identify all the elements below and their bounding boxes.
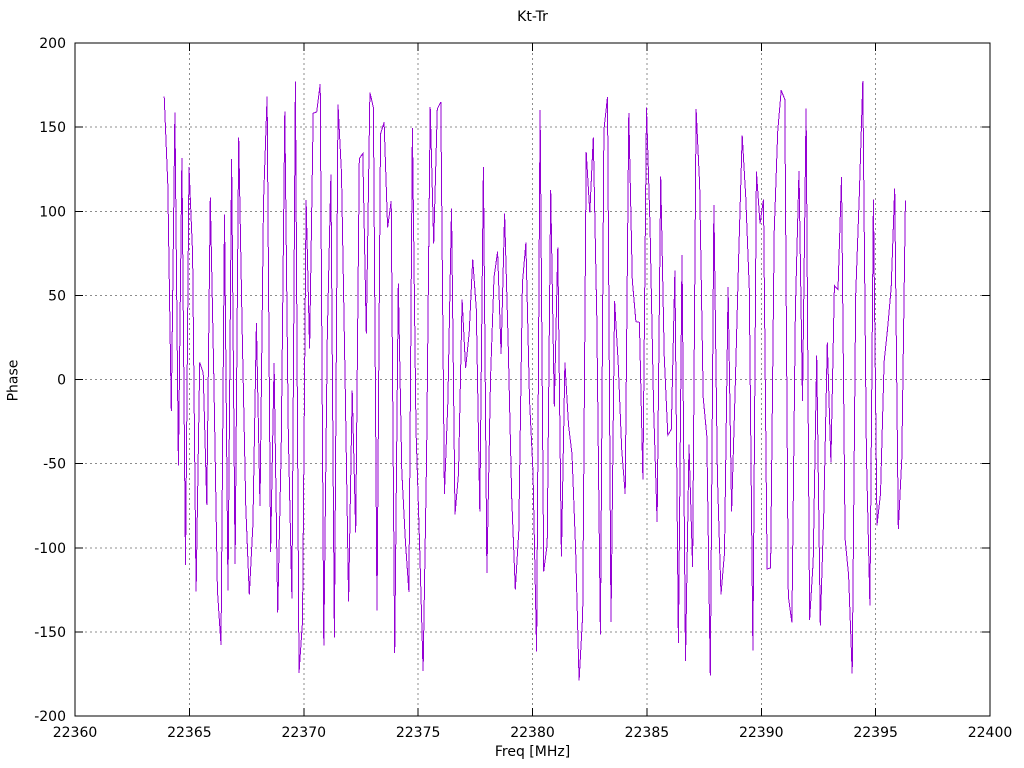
x-tick-label: 22365: [167, 725, 212, 741]
x-axis-label: Freq [MHz]: [494, 744, 571, 760]
y-tick-label: 200: [39, 36, 66, 52]
y-tick-label: -200: [34, 709, 66, 725]
x-tick-label: 22370: [281, 725, 326, 741]
x-tick-label: 22395: [853, 725, 898, 741]
x-tick-label: 22400: [968, 725, 1013, 741]
y-tick-label: -100: [34, 541, 66, 557]
y-tick-label: 100: [39, 204, 66, 220]
x-tick-label: 22375: [396, 725, 441, 741]
y-tick-label: 0: [57, 373, 66, 389]
y-axis-label: Phase: [5, 359, 22, 402]
x-tick-label: 22380: [510, 725, 555, 741]
phase-trace: [163, 81, 906, 681]
x-tick-label: 22390: [739, 725, 784, 741]
y-tick-label: -50: [43, 457, 66, 473]
y-tick-label: 150: [39, 120, 66, 136]
y-tick-label: -150: [34, 625, 66, 641]
y-tick-label: 50: [48, 288, 66, 304]
chart-title: Kt-Tr: [517, 9, 548, 25]
x-tick-label: 22385: [625, 725, 670, 741]
x-tick-label: 22360: [53, 725, 98, 741]
